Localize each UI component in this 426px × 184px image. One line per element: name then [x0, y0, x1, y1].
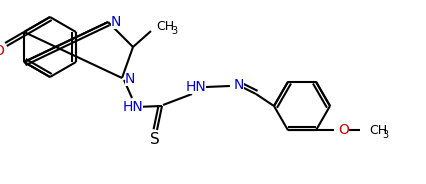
- Text: 3: 3: [171, 26, 177, 36]
- Text: O: O: [338, 123, 349, 137]
- Text: CH: CH: [156, 20, 174, 33]
- Text: N: N: [125, 72, 135, 86]
- Text: CH: CH: [369, 124, 387, 137]
- Text: HN: HN: [123, 100, 144, 114]
- Text: N: N: [234, 78, 245, 92]
- Text: N: N: [111, 15, 121, 29]
- Text: 3: 3: [382, 130, 388, 140]
- Text: O: O: [0, 44, 4, 58]
- Text: S: S: [150, 132, 160, 146]
- Text: HN: HN: [186, 80, 206, 94]
